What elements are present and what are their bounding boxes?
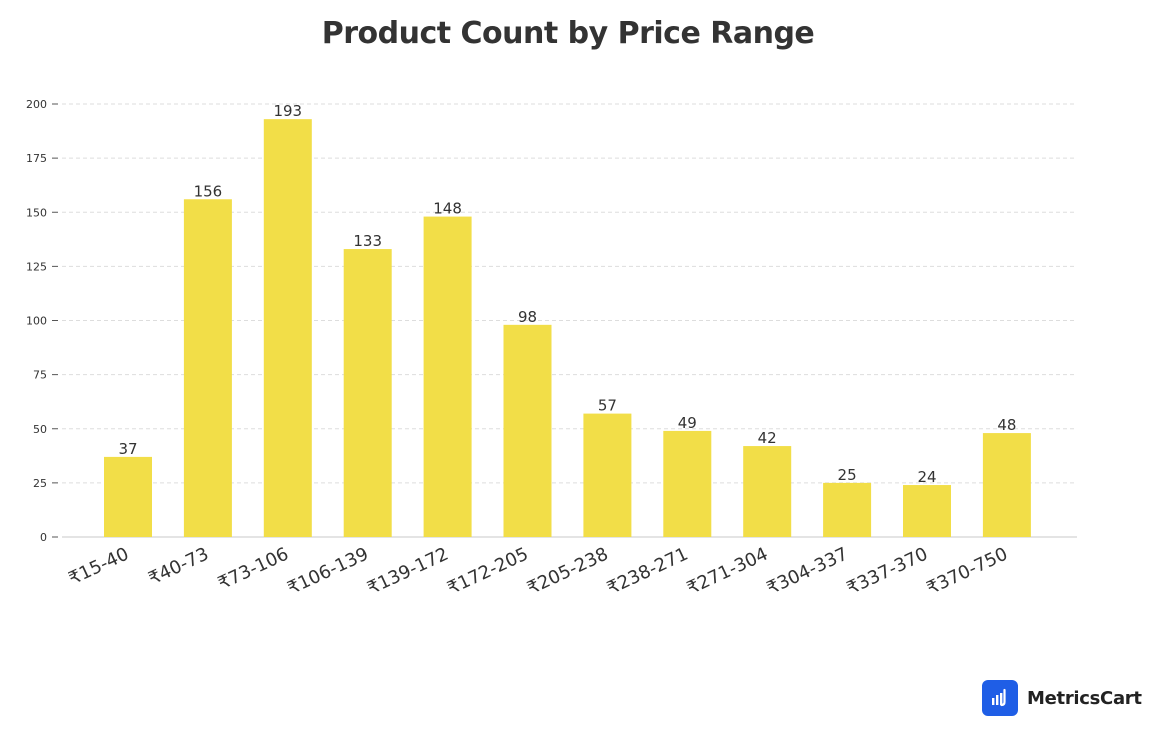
x-tick-label: ₹370-750 [924, 543, 1011, 599]
bar [104, 456, 152, 537]
bar [423, 216, 472, 537]
x-tick-label: ₹337-370 [844, 543, 931, 599]
x-tick-label: ₹205-238 [524, 543, 611, 599]
data-label: 42 [758, 429, 777, 447]
bar [263, 119, 312, 537]
bar [903, 485, 951, 537]
metricscart-logo-icon [982, 680, 1018, 716]
data-labels: 37 156 193 133 148 98 57 49 42 25 24 48 [118, 102, 1016, 486]
x-axis: ₹15-40 ₹40-73 ₹73-106₹106-139₹139-172₹172-… [65, 543, 1011, 599]
x-tick-label: ₹271-304 [684, 543, 771, 599]
bar [343, 249, 392, 537]
chart-title: Product Count by Price Range [321, 16, 815, 51]
data-label: 148 [433, 200, 462, 218]
brand-logo: MetricsCart [982, 680, 1142, 716]
data-label: 24 [917, 468, 936, 486]
y-tick-label: 175 [26, 152, 47, 165]
y-tick-label: 200 [26, 98, 47, 111]
bar [743, 446, 792, 537]
data-label: 98 [518, 308, 537, 326]
data-label: 25 [838, 466, 857, 484]
y-tick-label: 50 [33, 423, 47, 436]
bar [503, 324, 552, 537]
bar [823, 482, 872, 537]
x-tick-label: ₹15-40 [65, 543, 132, 589]
x-tick-label: ₹40-73 [145, 543, 212, 589]
x-tick-label: ₹106-139 [284, 543, 371, 599]
data-label: 49 [678, 414, 697, 432]
bar [982, 433, 1031, 537]
bar [583, 413, 632, 537]
x-tick-label: ₹238-271 [604, 543, 691, 599]
y-axis: 0 25 50 75 100 125 150 175 200 [26, 98, 58, 544]
bar [663, 430, 712, 537]
x-tick-label: ₹139-172 [364, 543, 451, 599]
data-label: 193 [273, 102, 302, 120]
y-tick-label: 150 [26, 206, 47, 219]
data-label: 48 [997, 416, 1016, 434]
data-label: 133 [353, 232, 382, 250]
y-tick-label: 75 [33, 369, 47, 382]
data-label: 57 [598, 397, 617, 415]
x-tick-label: ₹304-337 [764, 543, 851, 599]
bars [104, 119, 1031, 537]
y-tick-label: 25 [33, 477, 47, 490]
data-label: 156 [194, 182, 223, 200]
y-tick-label: 100 [26, 315, 47, 328]
brand-name: MetricsCart [1027, 687, 1142, 709]
y-tick-label: 0 [40, 531, 47, 544]
bar [183, 199, 232, 537]
x-tick-label: ₹73-106 [215, 543, 292, 594]
y-tick-label: 125 [26, 260, 47, 273]
data-label: 37 [118, 440, 137, 458]
x-tick-label: ₹172-205 [444, 543, 531, 599]
